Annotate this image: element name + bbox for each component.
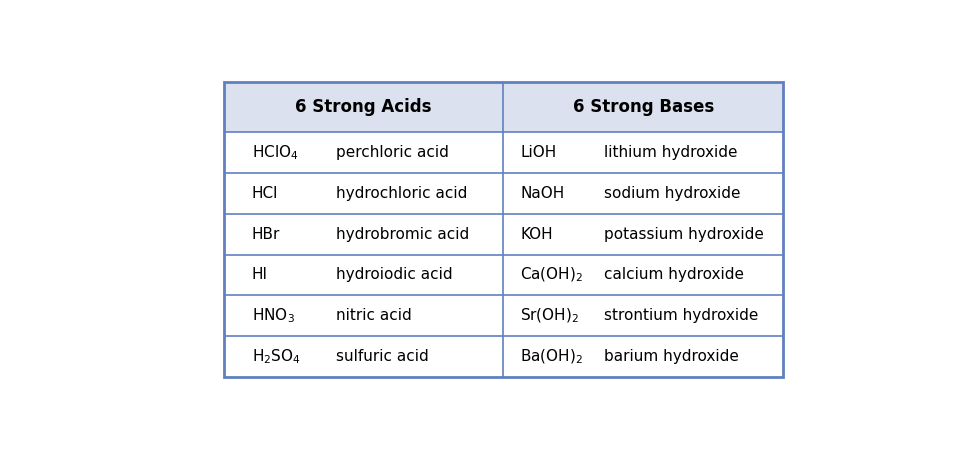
Text: perchloric acid: perchloric acid (335, 145, 448, 160)
Text: H$_2$SO$_4$: H$_2$SO$_4$ (252, 347, 300, 366)
Text: barium hydroxide: barium hydroxide (604, 349, 739, 364)
Text: sulfuric acid: sulfuric acid (335, 349, 428, 364)
Text: strontium hydroxide: strontium hydroxide (604, 308, 759, 323)
Text: Ba(OH)$_2$: Ba(OH)$_2$ (521, 347, 583, 366)
Text: calcium hydroxide: calcium hydroxide (604, 267, 744, 282)
Text: HCl: HCl (252, 186, 278, 201)
Text: HNO$_3$: HNO$_3$ (252, 307, 294, 325)
Text: 6 Strong Bases: 6 Strong Bases (572, 98, 714, 116)
Text: Ca(OH)$_2$: Ca(OH)$_2$ (521, 266, 583, 284)
Text: potassium hydroxide: potassium hydroxide (604, 227, 764, 242)
Text: lithium hydroxide: lithium hydroxide (604, 145, 738, 160)
Text: NaOH: NaOH (521, 186, 565, 201)
Bar (224, 82, 783, 132)
Text: HI: HI (252, 267, 268, 282)
Text: hydrobromic acid: hydrobromic acid (335, 227, 469, 242)
Text: sodium hydroxide: sodium hydroxide (604, 186, 741, 201)
Text: nitric acid: nitric acid (335, 308, 411, 323)
Bar (224, 82, 783, 377)
Bar (224, 82, 783, 377)
Text: LiOH: LiOH (521, 145, 557, 160)
Text: HBr: HBr (252, 227, 280, 242)
Text: 6 Strong Acids: 6 Strong Acids (295, 98, 432, 116)
Text: hydrochloric acid: hydrochloric acid (335, 186, 467, 201)
Text: HClO$_4$: HClO$_4$ (252, 143, 298, 162)
Text: Sr(OH)$_2$: Sr(OH)$_2$ (521, 307, 579, 325)
Text: hydroiodic acid: hydroiodic acid (335, 267, 452, 282)
Text: KOH: KOH (521, 227, 553, 242)
